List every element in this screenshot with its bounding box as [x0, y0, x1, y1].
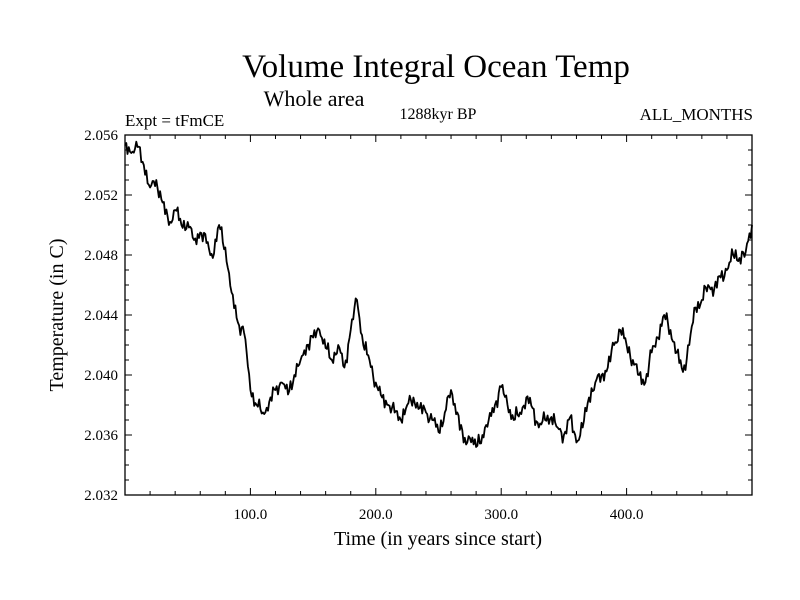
x-tick-label: 400.0: [610, 507, 644, 523]
y-tick-label: 2.036: [84, 428, 118, 444]
y-tick-label: 2.056: [84, 128, 118, 144]
axis-ticks: 2.032 2.036 2.040 2.044 2.048 2.052 2.056 100.0…: [84, 128, 752, 523]
chart-title: Volume Integral Ocean Temp: [242, 49, 630, 85]
y-tick-label: 2.040: [84, 368, 118, 384]
y-tick-label: 2.052: [84, 188, 118, 204]
x-tick-label: 200.0: [359, 507, 393, 523]
y-axis-label: Temperature (in C): [46, 239, 68, 392]
x-tick-label: 300.0: [484, 507, 518, 523]
temperature-series-line: [124, 140, 753, 448]
experiment-label: Expt = tFmCE: [125, 111, 224, 130]
y-tick-label: 2.044: [84, 308, 118, 324]
y-tick-label: 2.032: [84, 488, 118, 504]
date-label: 1288kyr BP: [400, 106, 477, 123]
chart-subtitle: Whole area: [264, 86, 365, 111]
x-axis-label: Time (in years since start): [334, 528, 542, 550]
y-tick-label: 2.048: [84, 248, 118, 264]
months-label: ALL_MONTHS: [640, 105, 753, 124]
x-tick-label: 100.0: [234, 507, 268, 523]
